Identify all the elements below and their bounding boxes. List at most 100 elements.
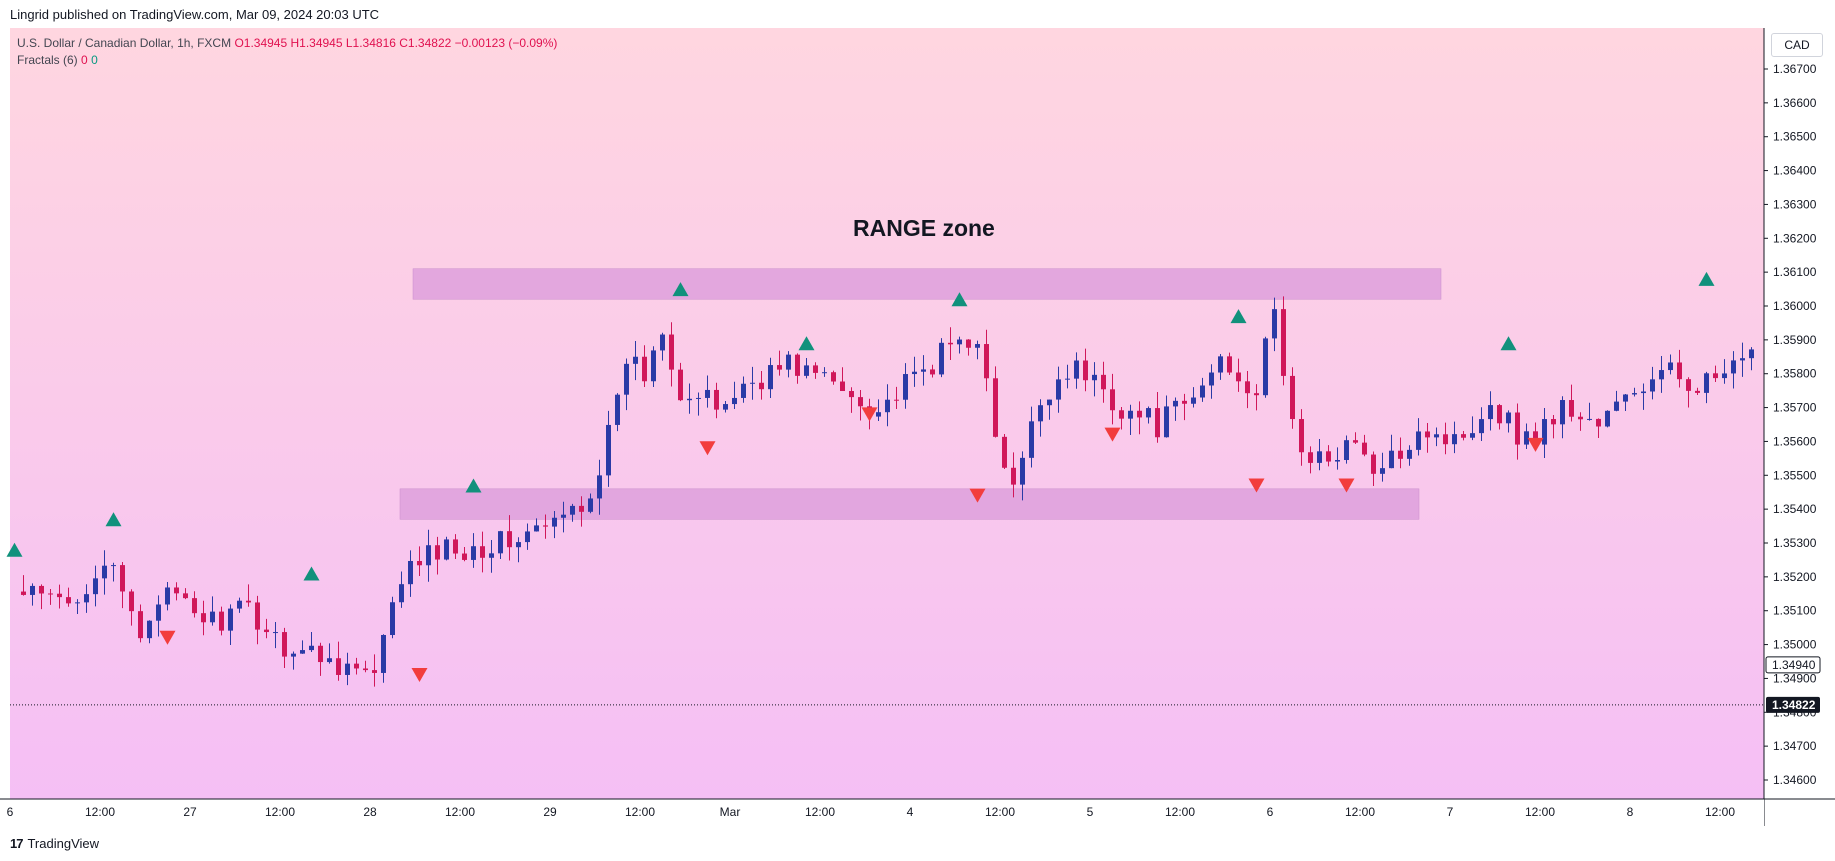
candle-body bbox=[705, 389, 710, 398]
price-axis: 1.346001.347001.348001.349001.350001.351… bbox=[1764, 62, 1817, 787]
fractal-up-marker bbox=[303, 566, 320, 581]
candle-body bbox=[1659, 370, 1664, 380]
candle-body bbox=[876, 412, 881, 417]
candle-body bbox=[1524, 431, 1529, 445]
candle bbox=[1587, 402, 1592, 421]
candle bbox=[525, 523, 530, 550]
price-tick-label: 1.36300 bbox=[1773, 197, 1817, 211]
candle bbox=[1515, 403, 1520, 460]
time-tick-label: 12:00 bbox=[265, 805, 295, 819]
candle-body bbox=[1488, 405, 1493, 420]
candle-body bbox=[1119, 410, 1124, 419]
candle-body bbox=[57, 593, 62, 598]
candle bbox=[102, 550, 107, 595]
candle-body bbox=[1074, 360, 1079, 379]
candle-body bbox=[1173, 400, 1178, 407]
time-tick-label: 29 bbox=[543, 805, 557, 819]
time-tick-label: 12:00 bbox=[85, 805, 115, 819]
candle bbox=[1605, 410, 1610, 428]
candle-body bbox=[201, 613, 206, 623]
candle bbox=[948, 327, 953, 361]
time-tick-label: 12:00 bbox=[1525, 805, 1555, 819]
candle-body bbox=[831, 372, 836, 382]
candle-body bbox=[1200, 385, 1205, 398]
candle-body bbox=[804, 365, 809, 376]
candle bbox=[1560, 396, 1565, 439]
candle bbox=[651, 346, 656, 388]
candles-layer bbox=[21, 296, 1754, 687]
candle bbox=[1425, 422, 1430, 453]
candle-body bbox=[1236, 372, 1241, 382]
candle bbox=[840, 367, 845, 392]
candle-body bbox=[651, 350, 656, 382]
candle bbox=[1335, 447, 1340, 470]
candle bbox=[822, 367, 827, 377]
candle-body bbox=[1065, 378, 1070, 380]
candle-body bbox=[1722, 373, 1727, 379]
candle-body bbox=[525, 531, 530, 543]
candle-body bbox=[453, 539, 458, 554]
fractal-up-marker bbox=[105, 512, 122, 527]
candle bbox=[876, 399, 881, 421]
candle-body bbox=[399, 584, 404, 603]
candle bbox=[1353, 432, 1358, 445]
publisher-line: Lingrid published on TradingView.com, Ma… bbox=[10, 7, 380, 22]
candle-body bbox=[1137, 410, 1142, 418]
candle bbox=[381, 634, 386, 683]
candle bbox=[1740, 342, 1745, 377]
candle-body bbox=[1191, 397, 1196, 404]
candle-body bbox=[1470, 433, 1475, 438]
candle bbox=[579, 496, 584, 527]
candle bbox=[615, 393, 620, 432]
indicator-down-value: 0 bbox=[91, 53, 98, 67]
candle-body bbox=[1542, 419, 1547, 445]
candle-body bbox=[192, 598, 197, 614]
candle bbox=[642, 345, 647, 387]
candle bbox=[417, 546, 422, 577]
candle-body bbox=[543, 525, 548, 527]
candle-body bbox=[1551, 419, 1556, 425]
indicator-row: Fractals (6) 0 0 bbox=[17, 52, 557, 69]
candle bbox=[1380, 452, 1385, 482]
candle bbox=[1137, 401, 1142, 435]
candle-body bbox=[1290, 375, 1295, 420]
candle bbox=[957, 336, 962, 354]
candle bbox=[1641, 383, 1646, 410]
candle-body bbox=[1128, 410, 1133, 419]
candle bbox=[1389, 434, 1394, 469]
last-price-tag: 1.34822 bbox=[1766, 696, 1820, 713]
last-price-tag-label: 1.34822 bbox=[1772, 698, 1816, 712]
candle bbox=[1164, 395, 1169, 438]
price-tick-label: 1.35400 bbox=[1773, 502, 1817, 516]
candle bbox=[930, 364, 935, 378]
candle bbox=[192, 591, 197, 618]
candle-body bbox=[21, 591, 26, 595]
candle-body bbox=[1011, 467, 1016, 485]
currency-button[interactable]: CAD bbox=[1771, 33, 1823, 57]
candle bbox=[858, 389, 863, 421]
fractal-down-marker bbox=[1338, 478, 1355, 493]
candle bbox=[201, 600, 206, 636]
fractal-down-marker bbox=[699, 441, 716, 456]
candle-body bbox=[813, 365, 818, 373]
candle bbox=[273, 622, 278, 649]
candle bbox=[1704, 371, 1709, 404]
candle bbox=[399, 571, 404, 608]
candle-body bbox=[714, 389, 719, 410]
candle bbox=[1101, 361, 1106, 403]
time-tick-label: 5 bbox=[1087, 805, 1094, 819]
candle-body bbox=[516, 542, 521, 548]
candle bbox=[282, 627, 287, 668]
tradingview-footer[interactable]: 17 TradingView bbox=[10, 836, 99, 851]
candle bbox=[156, 595, 161, 637]
candle-body bbox=[1650, 379, 1655, 392]
candle-body bbox=[1623, 394, 1628, 402]
candle-body bbox=[1317, 451, 1322, 463]
candle-body bbox=[1686, 379, 1691, 391]
candle bbox=[507, 515, 512, 561]
candle bbox=[912, 356, 917, 387]
candle-body bbox=[354, 663, 359, 669]
price-tick-label: 1.34700 bbox=[1773, 739, 1817, 753]
candle bbox=[1407, 445, 1412, 466]
